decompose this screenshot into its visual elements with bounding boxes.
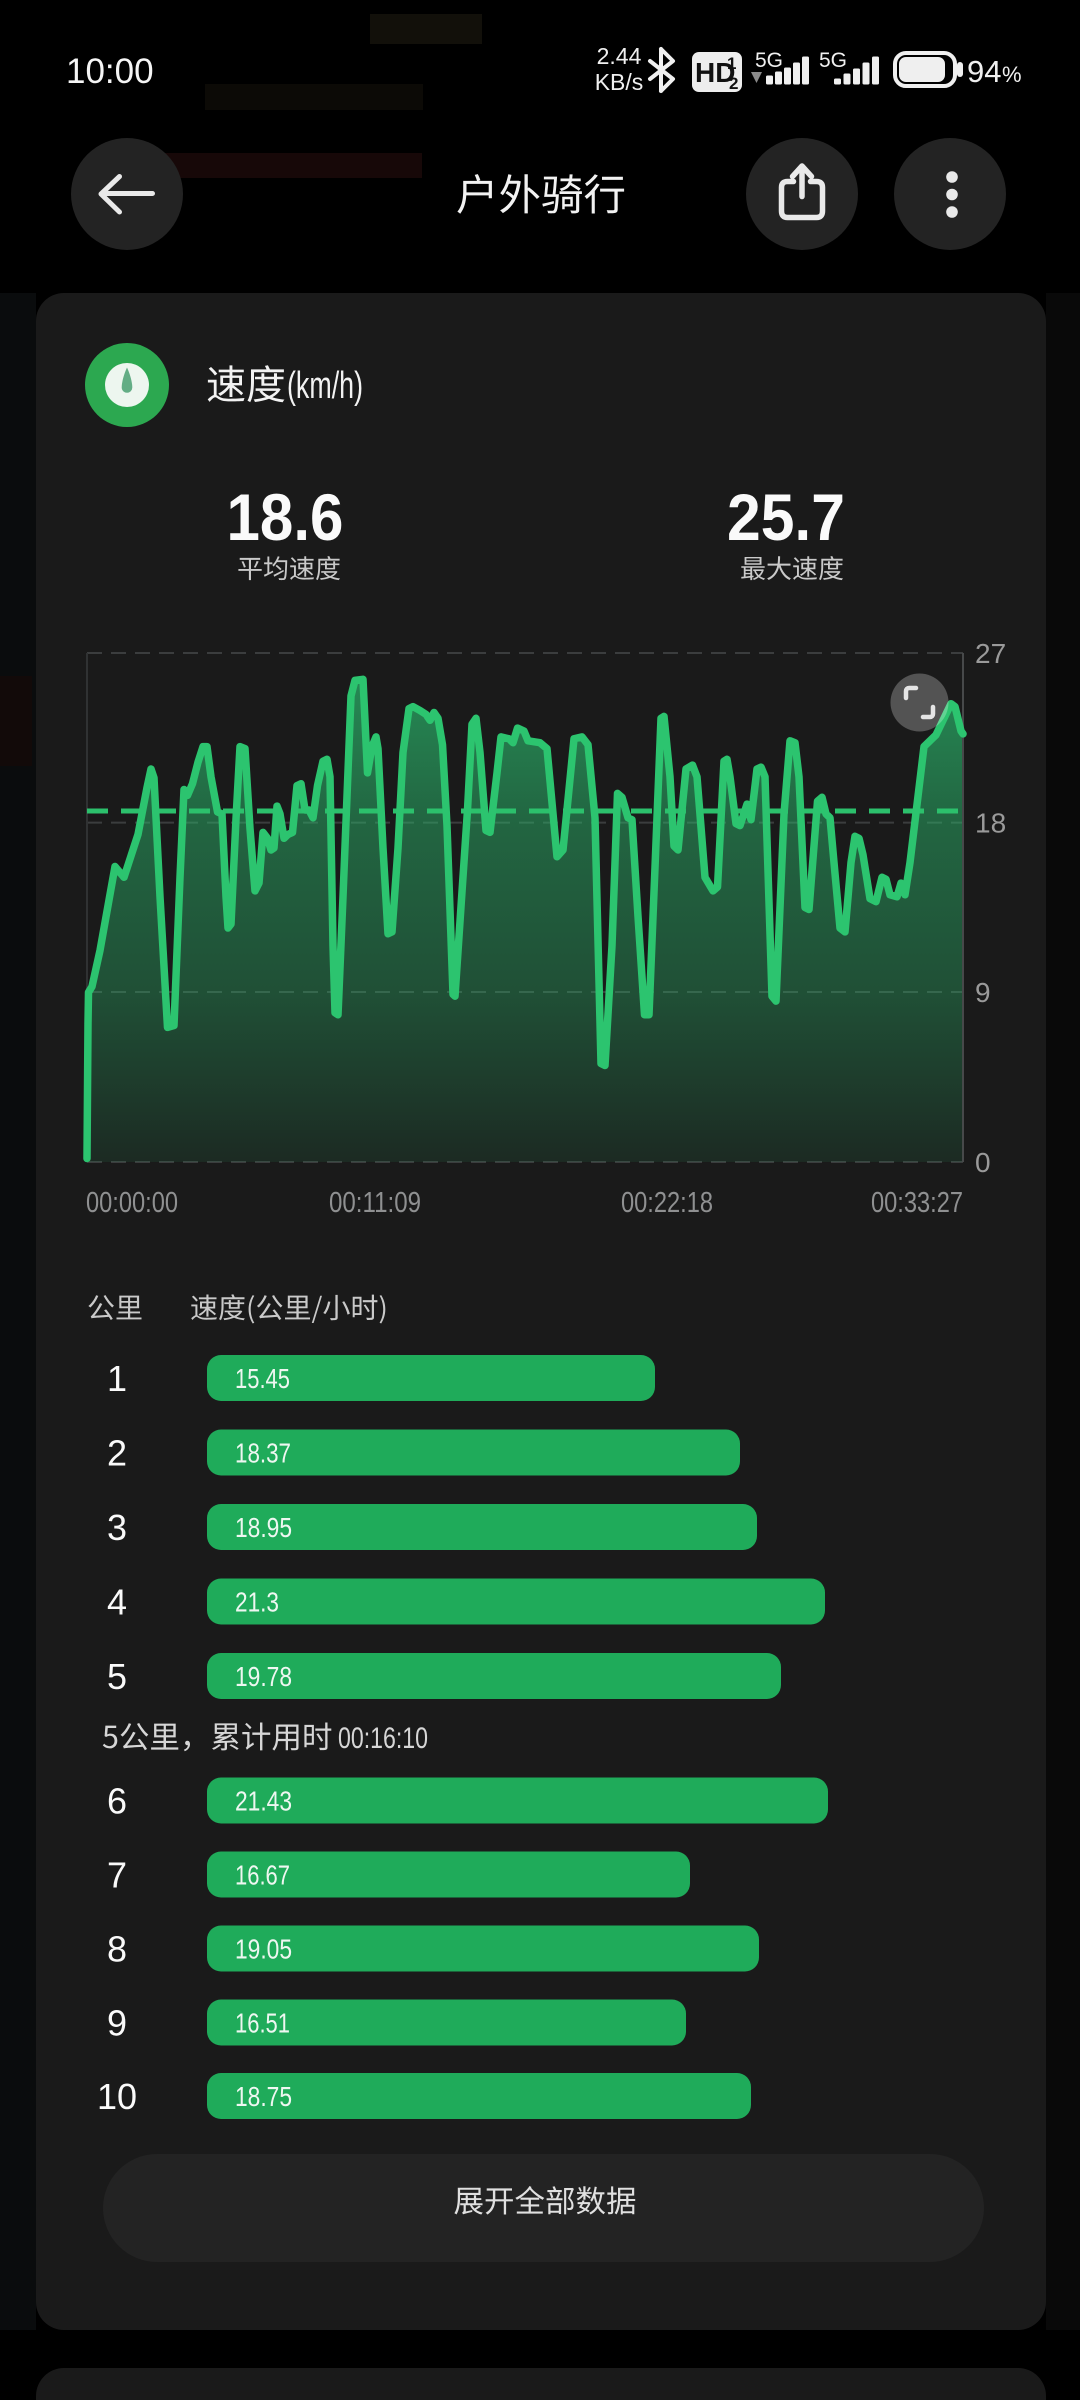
svg-text:00:00:00: 00:00:00 xyxy=(86,1187,178,1219)
svg-text:9: 9 xyxy=(975,977,991,1008)
svg-text:10:00: 10:00 xyxy=(66,52,154,91)
svg-text:(km/h): (km/h) xyxy=(287,365,363,407)
svg-text:8: 8 xyxy=(107,1929,127,1970)
svg-text:0: 0 xyxy=(975,1147,991,1178)
svg-text:10: 10 xyxy=(97,2076,137,2117)
svg-text:15.45: 15.45 xyxy=(235,1363,290,1394)
svg-text:6: 6 xyxy=(107,1781,127,1822)
svg-text:5G: 5G xyxy=(819,49,847,72)
svg-text:16.67: 16.67 xyxy=(235,1860,290,1891)
svg-text:94: 94 xyxy=(967,54,1001,89)
svg-text:00:22:18: 00:22:18 xyxy=(621,1187,713,1219)
svg-text:16.51: 16.51 xyxy=(235,2008,290,2039)
svg-text:1: 1 xyxy=(727,54,736,73)
svg-text:2.44: 2.44 xyxy=(597,43,642,69)
svg-text:2: 2 xyxy=(729,74,738,93)
svg-text:3: 3 xyxy=(107,1507,127,1548)
svg-text:19.78: 19.78 xyxy=(235,1661,292,1692)
svg-text:4: 4 xyxy=(107,1582,127,1623)
svg-text:18.6: 18.6 xyxy=(227,480,344,554)
svg-text:18.37: 18.37 xyxy=(235,1438,291,1469)
svg-text:5G: 5G xyxy=(755,49,783,72)
svg-text:21.3: 21.3 xyxy=(235,1587,279,1618)
svg-text:2: 2 xyxy=(107,1433,127,1474)
svg-text:1: 1 xyxy=(107,1358,127,1399)
svg-text:25.7: 25.7 xyxy=(727,480,845,554)
svg-text:18.75: 18.75 xyxy=(235,2081,292,2112)
svg-text:19.05: 19.05 xyxy=(235,1934,292,1965)
svg-text:KB/s: KB/s xyxy=(595,69,644,95)
svg-text:18.95: 18.95 xyxy=(235,1512,292,1543)
svg-text:18: 18 xyxy=(975,808,1006,839)
svg-text:7: 7 xyxy=(107,1855,127,1896)
svg-text:9: 9 xyxy=(107,2003,127,2044)
svg-text:27: 27 xyxy=(975,638,1006,669)
svg-text:00:16:10: 00:16:10 xyxy=(338,1722,428,1755)
svg-text:00:33:27: 00:33:27 xyxy=(871,1187,963,1219)
svg-text:5: 5 xyxy=(107,1656,127,1697)
svg-text:%: % xyxy=(1002,62,1022,87)
svg-text:HD: HD xyxy=(695,57,735,88)
svg-text:21.43: 21.43 xyxy=(235,1786,292,1817)
svg-text:00:11:09: 00:11:09 xyxy=(329,1187,421,1219)
